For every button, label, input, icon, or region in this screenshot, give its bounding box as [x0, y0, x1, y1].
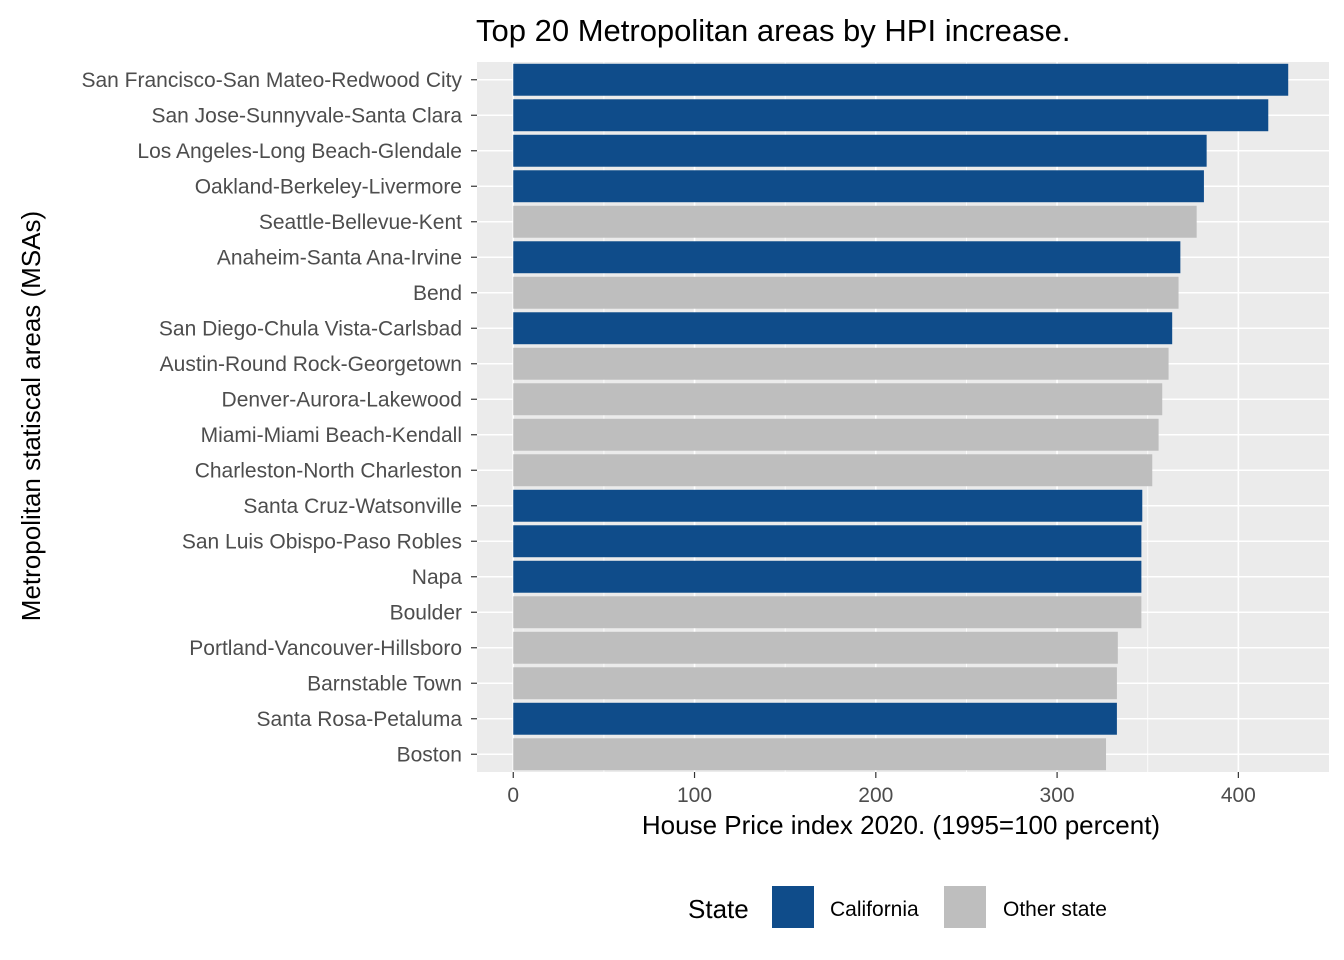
- bar-charleston-north-charleston: [513, 454, 1153, 487]
- chart-title: Top 20 Metropolitan areas by HPI increas…: [476, 13, 1070, 48]
- y-tick-label: San Francisco-San Mateo-Redwood City: [81, 69, 462, 92]
- bar-los-angeles-long-beach-glendale: [513, 134, 1207, 167]
- y-tick-label: Portland-Vancouver-Hillsboro: [189, 637, 462, 660]
- bar-san-diego-chula-vista-carlsbad: [513, 312, 1173, 345]
- y-tick-label: Santa Cruz-Watsonville: [243, 495, 462, 518]
- bar-barnstable-town: [513, 667, 1117, 700]
- y-tick-label: Boston: [397, 743, 462, 766]
- y-tick-label: Oakland-Berkeley-Livermore: [195, 175, 462, 198]
- x-tick-label: 0: [507, 784, 519, 807]
- y-tick-label: Denver-Aurora-Lakewood: [222, 388, 462, 411]
- bar-san-francisco-san-mateo-redwood-city: [513, 63, 1289, 96]
- y-tick-label: San Luis Obispo-Paso Robles: [182, 530, 462, 553]
- bar-santa-rosa-petaluma: [513, 702, 1117, 735]
- legend: State California Other state: [688, 886, 1107, 928]
- y-tick-label: Austin-Round Rock-Georgetown: [160, 353, 462, 376]
- legend-swatch-california: [772, 886, 814, 928]
- y-tick-label: Los Angeles-Long Beach-Glendale: [137, 140, 462, 163]
- bar-bend: [513, 276, 1179, 309]
- y-tick-label: Barnstable Town: [307, 672, 462, 695]
- y-tick-label: Santa Rosa-Petaluma: [257, 708, 463, 731]
- y-tick-label: San Diego-Chula Vista-Carlsbad: [159, 317, 462, 340]
- bar-denver-aurora-lakewood: [513, 383, 1163, 416]
- y-tick-label: Anaheim-Santa Ana-Irvine: [217, 246, 462, 269]
- plot-panel: [477, 62, 1329, 772]
- y-tick-label: Charleston-North Charleston: [195, 459, 462, 482]
- bar-napa: [513, 560, 1142, 593]
- bar-oakland-berkeley-livermore: [513, 170, 1204, 203]
- y-tick-label: Bend: [413, 282, 462, 305]
- y-axis-title: Metropolitan statiscal areas (MSAs): [16, 211, 46, 621]
- bar-boulder: [513, 596, 1142, 629]
- y-tick-label: Boulder: [390, 601, 462, 624]
- bar-santa-cruz-watsonville: [513, 489, 1143, 522]
- y-tick-label: Miami-Miami Beach-Kendall: [201, 424, 462, 447]
- x-tick-label: 100: [677, 784, 712, 807]
- y-axis: San Francisco-San Mateo-Redwood City San …: [81, 69, 477, 766]
- bar-austin-round-rock-georgetown: [513, 347, 1169, 380]
- legend-title: State: [688, 894, 749, 924]
- bars: [513, 63, 1289, 771]
- x-tick-label: 200: [858, 784, 893, 807]
- y-tick-label: Napa: [412, 566, 463, 589]
- bar-boston: [513, 738, 1107, 771]
- bar-san-luis-obispo-paso-robles: [513, 525, 1142, 558]
- bar-portland-vancouver-hillsboro: [513, 631, 1118, 664]
- x-axis: 0 100 200 300 400: [507, 772, 1256, 807]
- y-tick-label: San Jose-Sunnyvale-Santa Clara: [151, 104, 462, 127]
- legend-label-california: California: [830, 898, 919, 921]
- bar-anaheim-santa-ana-irvine: [513, 241, 1181, 274]
- x-tick-label: 300: [1040, 784, 1075, 807]
- legend-swatch-other-state: [944, 886, 986, 928]
- x-axis-title: House Price index 2020. (1995=100 percen…: [642, 810, 1160, 840]
- legend-label-other-state: Other state: [1003, 898, 1107, 921]
- y-tick-label: Seattle-Bellevue-Kent: [259, 211, 462, 234]
- bar-seattle-bellevue-kent: [513, 205, 1197, 238]
- x-tick-label: 400: [1221, 784, 1256, 807]
- bar-miami-miami-beach-kendall: [513, 418, 1159, 451]
- bar-san-jose-sunnyvale-santa-clara: [513, 99, 1269, 132]
